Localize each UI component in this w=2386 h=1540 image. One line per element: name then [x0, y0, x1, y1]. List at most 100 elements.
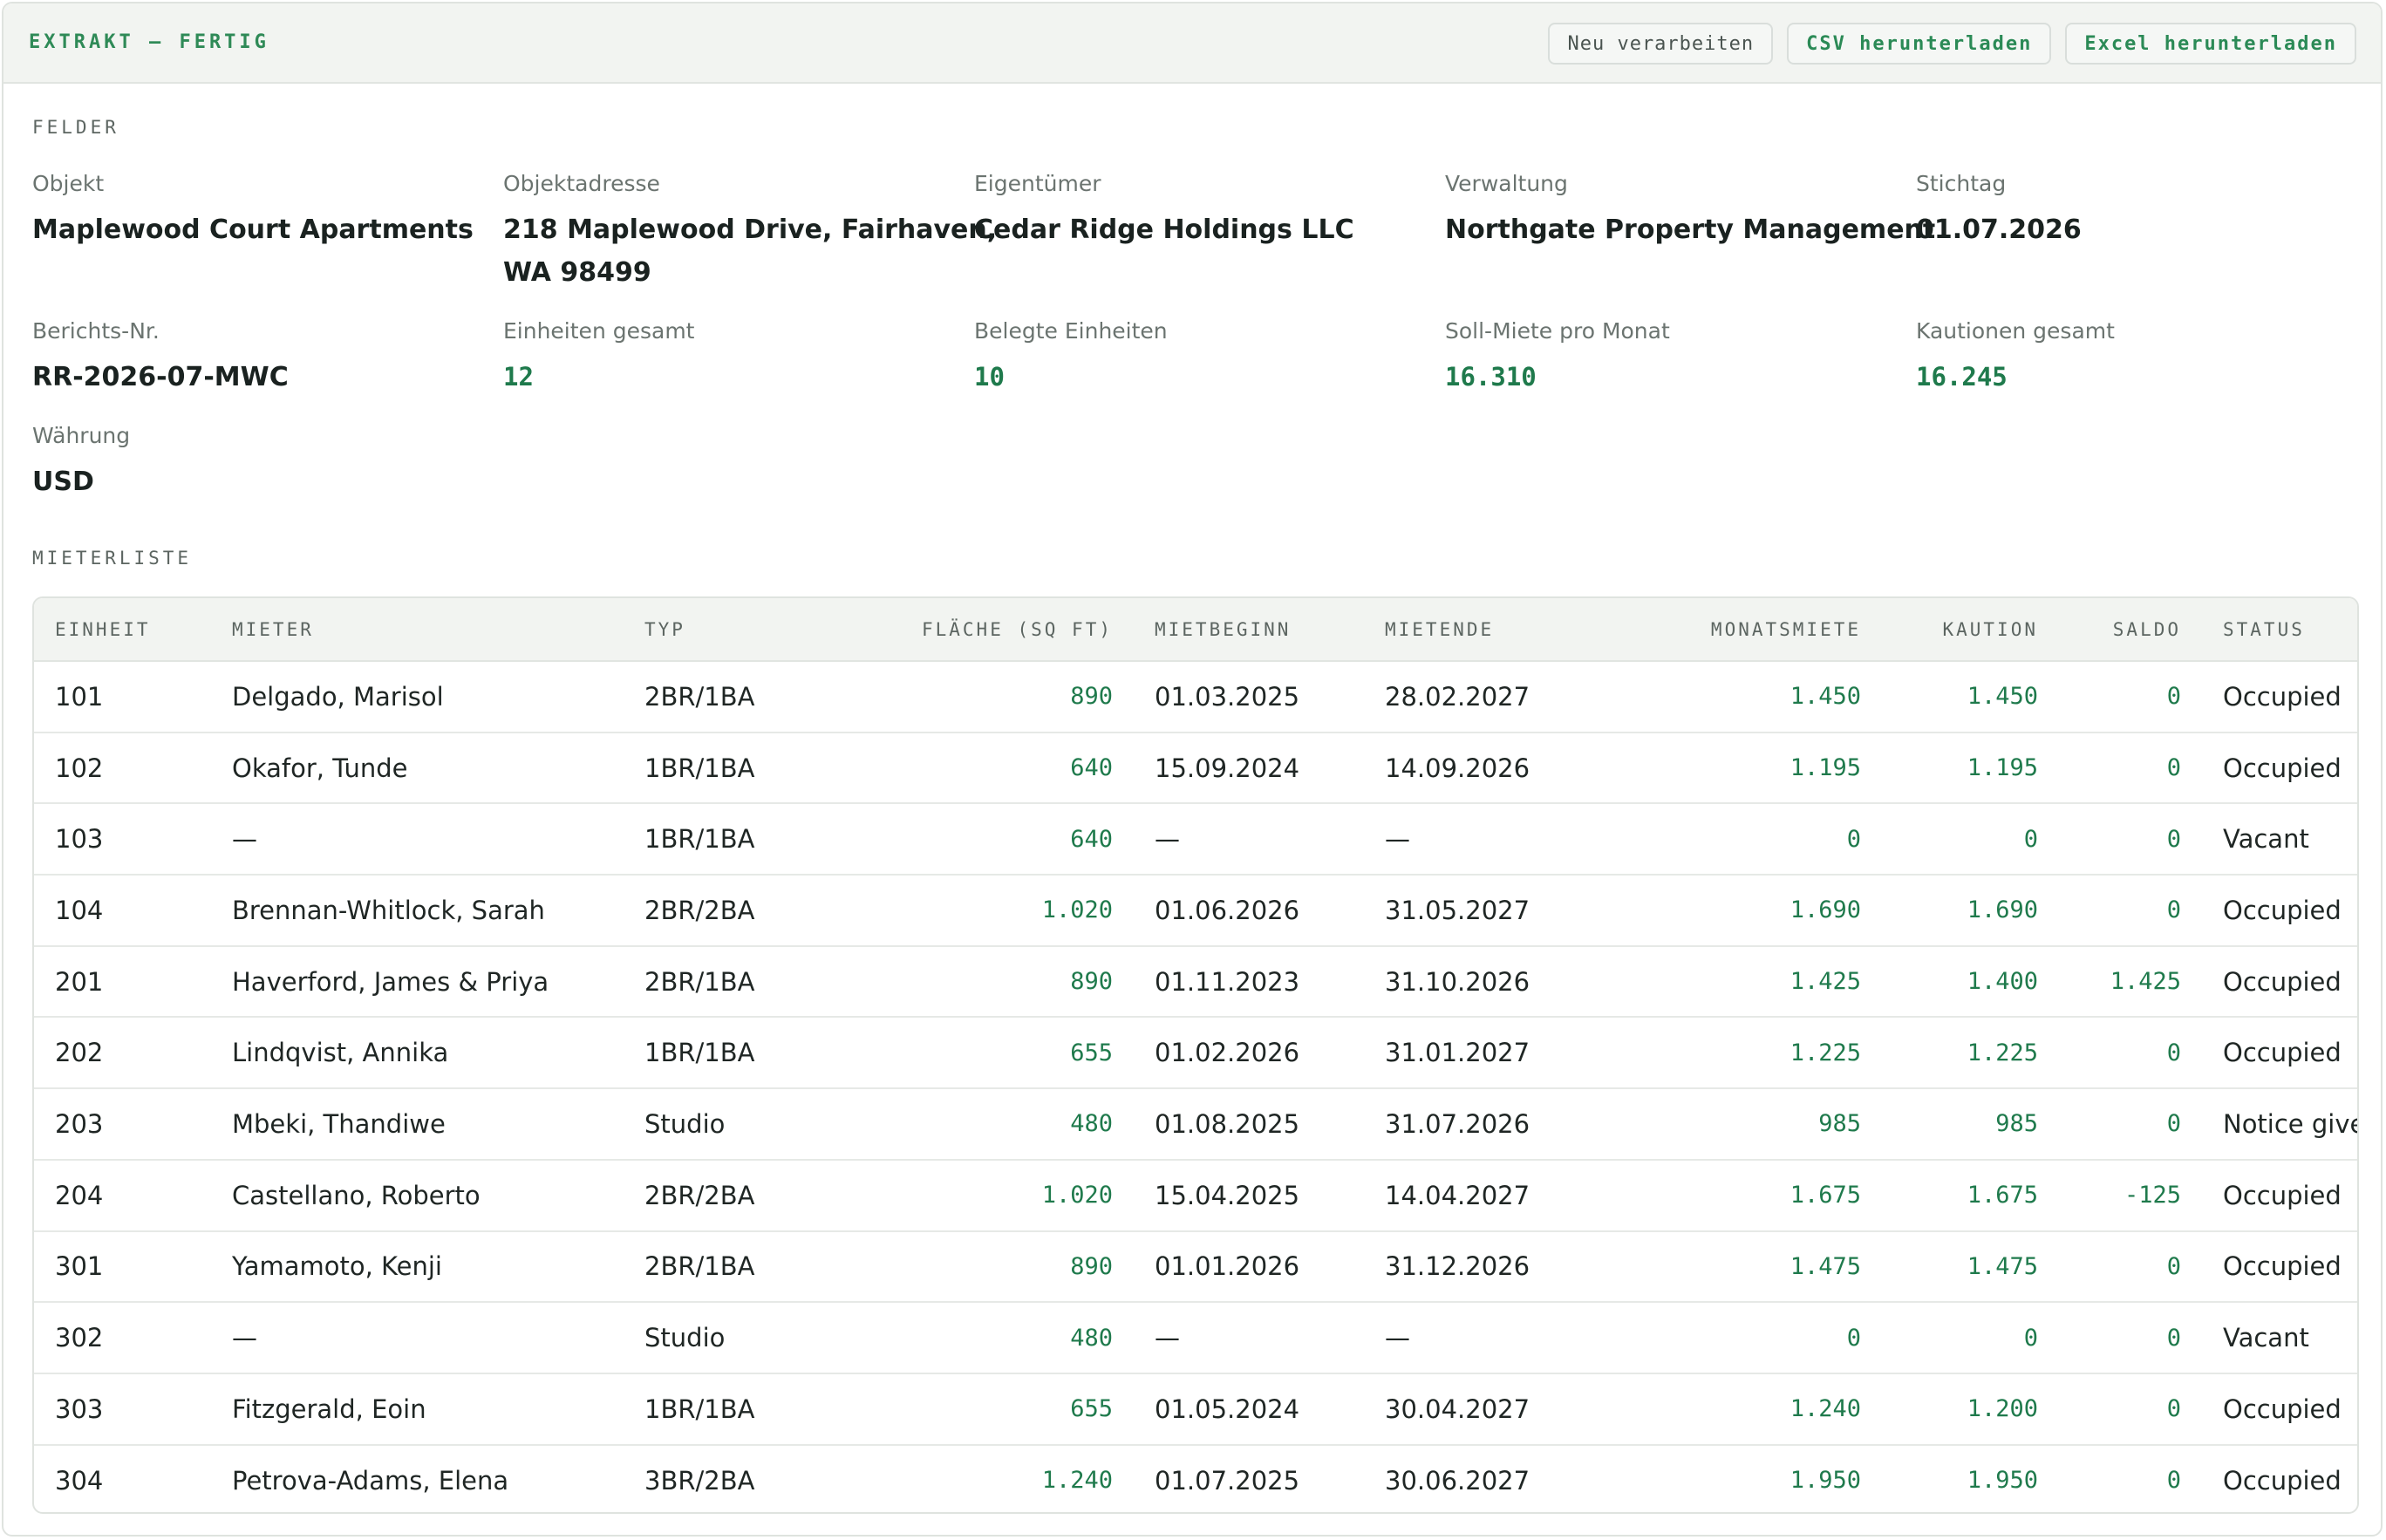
- cell-mieter: Okafor, Tunde: [211, 732, 624, 805]
- cell-mietbeginn: 01.03.2025: [1134, 661, 1364, 733]
- cell-flaeche: 890: [870, 661, 1134, 733]
- col-header-typ[interactable]: TYP: [624, 598, 870, 662]
- col-header-mietende[interactable]: MIETENDE: [1364, 598, 1594, 662]
- cell-einheit: 202: [34, 1017, 211, 1090]
- table-row[interactable]: 202 Lindqvist, Annika 1BR/1BA 655 01.02.2026…: [34, 1017, 2357, 1090]
- cell-status: Occupied: [2202, 732, 2357, 805]
- field-label: Eigentümer: [974, 171, 1101, 196]
- cell-mieter: Lindqvist, Annika: [211, 1017, 624, 1090]
- cell-mietbeginn: 01.08.2025: [1134, 1088, 1364, 1161]
- cell-mietende: 31.01.2027: [1364, 1017, 1594, 1090]
- field-kautionen-gesamt: Kautionen gesamt 16.245: [1916, 318, 2115, 399]
- field-stichtag: Stichtag 01.07.2026: [1916, 171, 2082, 251]
- col-header-status[interactable]: STATUS: [2202, 598, 2357, 662]
- cell-einheit: 302: [34, 1302, 211, 1374]
- cell-mietende: 31.10.2026: [1364, 945, 1594, 1019]
- cell-saldo: 0: [2059, 1017, 2202, 1090]
- cell-mieter: Petrova-Adams, Elena: [232, 1465, 509, 1496]
- cell-monatsmiete: 1.690: [1594, 875, 1882, 947]
- status-title: EXTRAKT — FERTIG: [29, 31, 269, 53]
- cell-typ: 1BR/1BA: [624, 732, 870, 805]
- csv-download-button[interactable]: CSV herunterladen: [1787, 23, 2052, 65]
- reprocess-button[interactable]: Neu verarbeiten: [1548, 23, 1774, 65]
- cell-kaution: 1.195: [1882, 732, 2059, 805]
- col-header-mietbeginn[interactable]: MIETBEGINN: [1134, 598, 1364, 662]
- cell-einheit: 101: [34, 661, 211, 733]
- cell-saldo: 0: [2059, 803, 2202, 876]
- cell-mietende: —: [1364, 803, 1594, 876]
- cell-typ: 1BR/1BA: [624, 1017, 870, 1090]
- field-label: Objekt: [32, 171, 105, 196]
- field-belegte-einheiten: Belegte Einheiten 10: [974, 318, 1168, 399]
- cell-monatsmiete: 1.240: [1594, 1373, 1882, 1446]
- cell-kaution: 1.200: [1882, 1373, 2059, 1446]
- cell-mietbeginn: 15.09.2024: [1134, 732, 1364, 805]
- cell-mietende: 30.04.2027: [1364, 1373, 1594, 1446]
- cell-kaution: 1.225: [1882, 1017, 2059, 1090]
- cell-typ: 2BR/1BA: [624, 945, 870, 1019]
- col-header-einheit[interactable]: EINHEIT: [34, 598, 211, 662]
- cell-einheit: 203: [34, 1088, 211, 1161]
- field-objekt: Objekt Maplewood Court Apartments: [32, 171, 474, 251]
- cell-monatsmiete: 0: [1594, 803, 1882, 876]
- address-line-2: WA 98499: [503, 257, 651, 288]
- field-value: 16.245: [1916, 362, 2008, 392]
- cell-mieter: Mbeki, Thandiwe: [211, 1088, 624, 1161]
- cell-mietende: 31.12.2026: [1364, 1230, 1594, 1304]
- field-einheiten-gesamt: Einheiten gesamt 12: [503, 318, 694, 399]
- cell-mietende: 28.02.2027: [1364, 661, 1594, 733]
- cell-typ: 2BR/1BA: [624, 1230, 870, 1304]
- table-row[interactable]: 204 Castellano, Roberto 2BR/2BA 1.020 15.04.…: [34, 1159, 2357, 1232]
- cell-saldo: 0: [2059, 875, 2202, 947]
- cell-flaeche: 480: [870, 1088, 1134, 1161]
- table-row[interactable]: 104 Brennan-Whitlock, Sarah 2BR/2BA 1.020 01…: [34, 875, 2357, 947]
- cell-kaution: 0: [1882, 1302, 2059, 1374]
- col-header-flaeche[interactable]: FLÄCHE (SQ FT): [870, 598, 1134, 662]
- col-header-mieter[interactable]: MIETER: [211, 598, 624, 662]
- cell-monatsmiete: 1.475: [1594, 1230, 1882, 1304]
- cell-mietbeginn: —: [1134, 803, 1364, 876]
- table-row[interactable]: 203 Mbeki, Thandiwe Studio 480 01.08.2025 31.…: [34, 1088, 2357, 1161]
- field-label: Währung: [32, 423, 131, 448]
- cell-einheit: 104: [34, 875, 211, 947]
- cell-flaeche: 640: [870, 803, 1134, 876]
- excel-download-button[interactable]: Excel herunterladen: [2065, 23, 2356, 65]
- cell-saldo: 0: [2059, 1373, 2202, 1446]
- table-row[interactable]: 301 Yamamoto, Kenji 2BR/1BA 890 01.01.2026 31…: [34, 1230, 2357, 1304]
- field-value: Maplewood Court Apartments: [32, 215, 474, 245]
- col-header-monatsmiete[interactable]: MONATSMIETE: [1594, 598, 1882, 662]
- cell-einheit: 304: [55, 1465, 104, 1496]
- cell-saldo: -125: [2059, 1159, 2202, 1232]
- table-row[interactable]: 303 Fitzgerald, Eoin 1BR/1BA 655 01.05.2024 3…: [34, 1373, 2357, 1446]
- cell-kaution: 985: [1882, 1088, 2059, 1161]
- table-row[interactable]: 101 Delgado, Marisol 2BR/1BA 890 01.03.2025 2…: [34, 661, 2357, 733]
- table-row[interactable]: 302— Studio 480— —0 0 0 Vacant: [34, 1302, 2357, 1374]
- cell-typ: 2BR/2BA: [624, 1159, 870, 1232]
- cell-status: Occupied: [2202, 875, 2357, 947]
- field-verwaltung: Verwaltung Northgate Property Management: [1445, 171, 1935, 251]
- cell-saldo: 0: [2059, 1302, 2202, 1374]
- rent-roll-table: EINHEIT MIETER TYP FLÄCHE (SQ FT) MIETBE…: [32, 596, 2359, 1514]
- cell-mietbeginn: 01.07.2025: [1155, 1465, 1300, 1496]
- field-label: Soll-Miete pro Monat: [1445, 318, 1670, 344]
- cell-status: Occupied: [2202, 661, 2357, 733]
- cell-mietbeginn: 15.04.2025: [1134, 1159, 1364, 1232]
- cell-typ: 1BR/1BA: [624, 1373, 870, 1446]
- field-value: 12: [503, 362, 534, 392]
- cell-saldo: 0: [2059, 661, 2202, 733]
- cell-flaeche: 890: [870, 1230, 1134, 1304]
- field-label: Belegte Einheiten: [974, 318, 1168, 344]
- col-header-saldo[interactable]: SALDO: [2059, 598, 2202, 662]
- cell-kaution: 0: [1882, 803, 2059, 876]
- field-label: Einheiten gesamt: [503, 318, 695, 344]
- table-row[interactable]: 304 Petrova-Adams, Elena 3BR/2BA 1.240 01.07…: [34, 1445, 2357, 1512]
- table-row[interactable]: 102 Okafor, Tunde 1BR/1BA 640 15.09.2024 14.0…: [34, 732, 2357, 805]
- cell-kaution: 1.475: [1882, 1230, 2059, 1304]
- cell-typ: 2BR/2BA: [624, 875, 870, 947]
- table-row[interactable]: 103—1BR/1BA 640— —0 0 0 Vacant: [34, 803, 2357, 876]
- table-row[interactable]: 201 Haverford, James & Priya 2BR/1BA 890 01.…: [34, 945, 2357, 1019]
- col-header-kaution[interactable]: KAUTION: [1882, 598, 2059, 662]
- field-label: Stichtag: [1916, 171, 2007, 196]
- cell-status: Occupied: [2202, 1159, 2357, 1232]
